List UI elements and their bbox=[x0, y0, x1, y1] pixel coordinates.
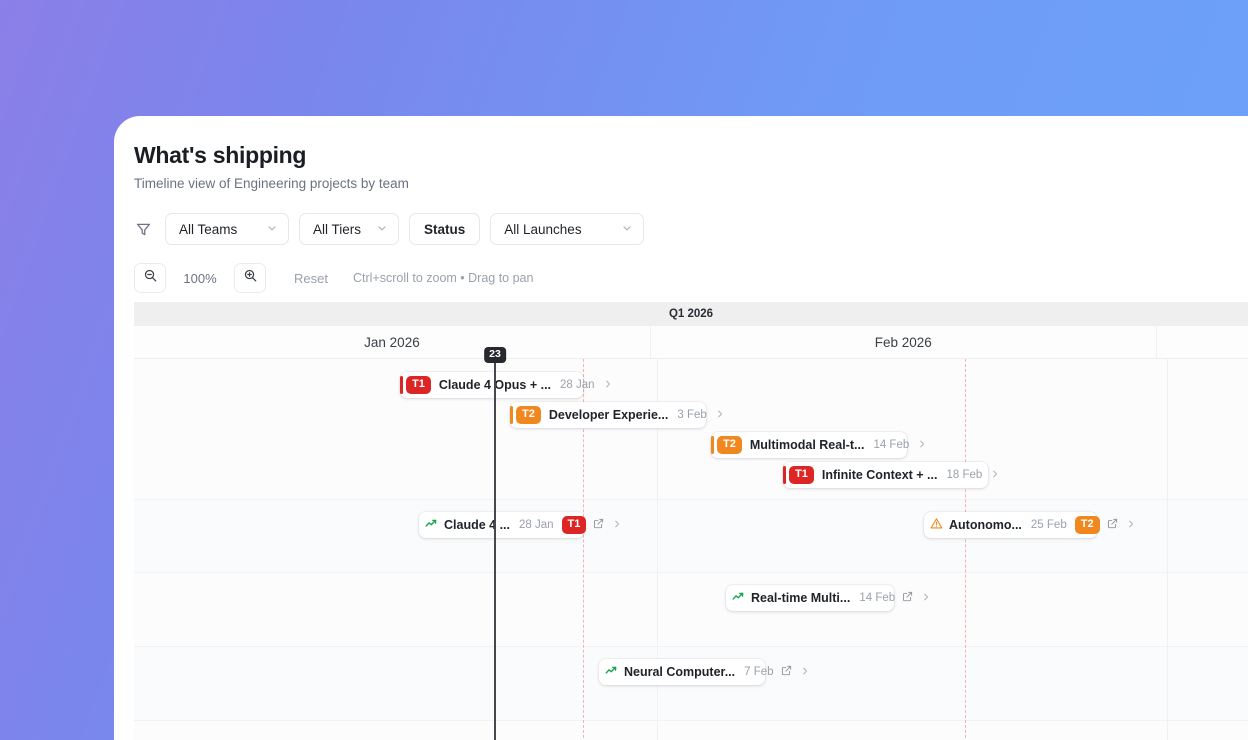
magnifier-minus-icon bbox=[143, 268, 158, 288]
page-header: What's shipping Timeline view of Enginee… bbox=[114, 116, 1248, 293]
bar-title: Claude 4 ... bbox=[444, 518, 510, 532]
tier-badge: T1 bbox=[406, 376, 431, 394]
tier-badge: T2 bbox=[1074, 516, 1100, 534]
tier-badge: T1 bbox=[789, 466, 814, 484]
bar-date: 28 Jan bbox=[519, 519, 554, 531]
timeline-lane: Neural Computer... 7 Feb bbox=[134, 647, 1248, 721]
chevron-right-icon bbox=[715, 408, 725, 422]
chevron-down-icon bbox=[376, 222, 388, 237]
timeline-launch-bar[interactable]: Claude 4 ... 28 Jan T1 bbox=[419, 512, 620, 538]
timeline-lane bbox=[134, 721, 1248, 740]
teams-filter-label: All Teams bbox=[179, 221, 238, 237]
teams-filter-select[interactable]: All Teams bbox=[165, 213, 289, 245]
timeline-project-bar[interactable]: T2 Multimodal Real-t... 14 Feb bbox=[711, 432, 925, 458]
app-card: What's shipping Timeline view of Enginee… bbox=[114, 116, 1248, 740]
zoom-in-button[interactable] bbox=[234, 263, 266, 293]
bar-date: 3 Feb bbox=[677, 409, 707, 421]
funnel-icon bbox=[135, 221, 152, 238]
chevron-right-icon bbox=[612, 518, 622, 532]
tiers-filter-label: All Tiers bbox=[313, 221, 362, 237]
month-label: Feb 2026 bbox=[651, 326, 1157, 358]
timeline-launch-bar[interactable]: Neural Computer... 7 Feb bbox=[599, 659, 807, 685]
external-link-icon bbox=[593, 518, 604, 532]
timeline-project-bar[interactable]: T1 Claude 4 Opus + ... 28 Jan bbox=[400, 372, 610, 398]
timeline-lane: Claude 4 ... 28 Jan T1 Autonomo... 25 Feb T2 bbox=[134, 500, 1248, 573]
bar-title: Multimodal Real-t... bbox=[749, 438, 865, 452]
tiers-filter-select[interactable]: All Tiers bbox=[299, 213, 399, 245]
timeline-launch-bar[interactable]: Autonomo... 25 Feb T2 bbox=[924, 512, 1133, 538]
timeline-launch-bar[interactable]: Real-time Multi... 14 Feb bbox=[726, 585, 929, 611]
bar-title: Infinite Context + ... bbox=[821, 468, 938, 482]
external-link-icon bbox=[781, 665, 792, 679]
chevron-right-icon bbox=[921, 591, 931, 605]
chevron-right-icon bbox=[603, 378, 613, 392]
page-subtitle: Timeline view of Engineering projects by… bbox=[134, 176, 409, 191]
bar-date: 18 Feb bbox=[946, 469, 983, 481]
chevron-right-icon bbox=[800, 665, 810, 679]
magnifier-plus-icon bbox=[243, 268, 258, 288]
chevron-right-icon bbox=[917, 438, 927, 452]
bar-date: 25 Feb bbox=[1030, 519, 1067, 531]
tier-accent-bar bbox=[783, 466, 786, 484]
status-filter-label: Status bbox=[424, 221, 466, 237]
tier-badge: T2 bbox=[717, 436, 742, 454]
bar-title: Claude 4 Opus + ... bbox=[438, 378, 552, 392]
trending-up-icon bbox=[605, 664, 618, 680]
reset-zoom-button[interactable]: Reset bbox=[294, 270, 328, 286]
filter-bar: All Teams All Tiers Status All Launches bbox=[134, 213, 1248, 245]
trending-up-icon bbox=[732, 590, 745, 606]
bar-title: Real-time Multi... bbox=[751, 591, 851, 605]
external-link-icon bbox=[1107, 518, 1118, 532]
bar-date: 28 Jan bbox=[560, 379, 595, 391]
zoom-out-button[interactable] bbox=[134, 263, 166, 293]
status-filter-button[interactable]: Status bbox=[409, 213, 481, 245]
chevron-right-icon bbox=[990, 468, 1000, 482]
month-label bbox=[1157, 326, 1248, 358]
bar-title: Autonomo... bbox=[949, 518, 1022, 532]
trending-up-icon bbox=[425, 517, 438, 533]
timeline-lane: Real-time Multi... 14 Feb bbox=[134, 573, 1248, 647]
timeline-lanes[interactable]: T1 Claude 4 Opus + ... 28 Jan T2 Developer E… bbox=[134, 347, 1248, 740]
tier-accent-bar bbox=[400, 376, 403, 394]
zoom-hint-text: Ctrl+scroll to zoom • Drag to pan bbox=[352, 271, 534, 285]
timeline[interactable]: Q1 2026 Jan 2026 Feb 2026 T1 Claude 4 Opus… bbox=[134, 302, 1248, 740]
zoom-toolbar: 100% Reset Ctrl+scroll to zoom • Drag to… bbox=[134, 263, 1248, 293]
timeline-project-bar[interactable]: T1 Infinite Context + ... 18 Feb bbox=[783, 462, 998, 488]
bar-date: 7 Feb bbox=[744, 666, 774, 678]
chevron-right-icon bbox=[1126, 518, 1136, 532]
tier-badge: T2 bbox=[516, 406, 541, 424]
tier-badge: T1 bbox=[561, 516, 587, 534]
launches-filter-select[interactable]: All Launches bbox=[490, 213, 645, 245]
warning-triangle-icon bbox=[930, 517, 943, 533]
bar-title: Neural Computer... bbox=[624, 665, 736, 679]
month-label: Jan 2026 bbox=[134, 326, 651, 358]
chevron-down-icon bbox=[266, 222, 278, 237]
page-title: What's shipping bbox=[134, 142, 307, 168]
launches-filter-label: All Launches bbox=[504, 221, 582, 237]
bar-date: 14 Feb bbox=[873, 439, 910, 451]
tier-accent-bar bbox=[510, 406, 513, 424]
tier-accent-bar bbox=[711, 436, 714, 454]
zoom-level-value: 100% bbox=[183, 270, 217, 286]
timeline-month-header: Jan 2026 Feb 2026 bbox=[134, 326, 1248, 359]
quarter-label: Q1 2026 bbox=[668, 308, 714, 320]
bar-date: 14 Feb bbox=[859, 592, 896, 604]
timeline-lane: T1 Claude 4 Opus + ... 28 Jan T2 Developer E… bbox=[134, 359, 1248, 500]
bar-title: Developer Experie... bbox=[548, 408, 669, 422]
chevron-down-icon bbox=[621, 222, 633, 237]
timeline-quarter-header: Q1 2026 bbox=[134, 302, 1248, 326]
timeline-project-bar[interactable]: T2 Developer Experie... 3 Feb bbox=[510, 402, 722, 428]
external-link-icon bbox=[902, 591, 913, 605]
